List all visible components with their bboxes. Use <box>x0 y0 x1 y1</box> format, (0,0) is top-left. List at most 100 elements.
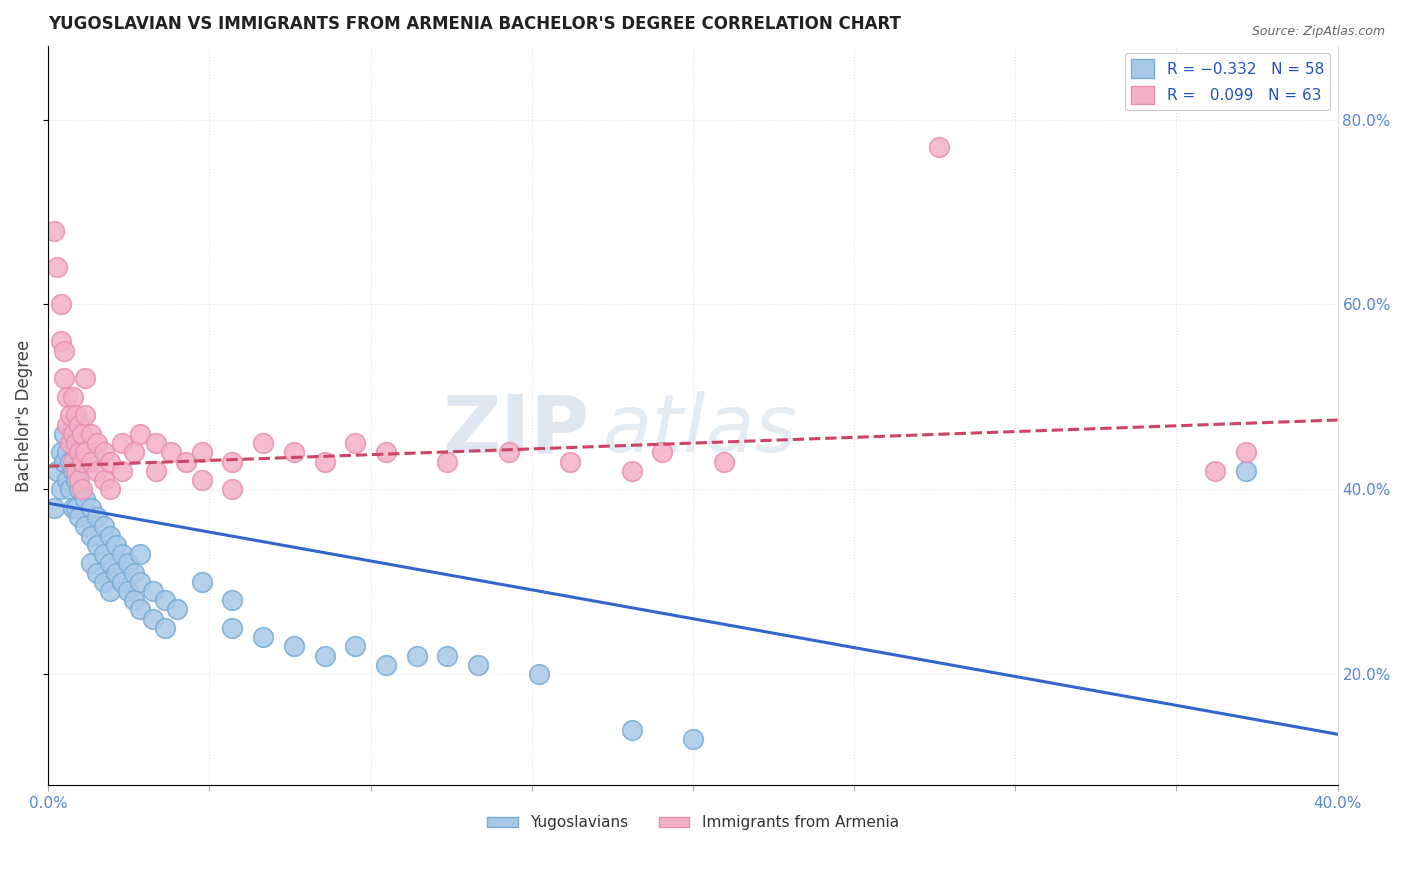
Point <box>375 657 398 672</box>
Point <box>129 602 152 616</box>
Point <box>80 426 103 441</box>
Point <box>375 445 398 459</box>
Point <box>65 500 87 515</box>
Point <box>44 223 66 237</box>
Point <box>129 426 152 441</box>
Point <box>142 612 165 626</box>
Point <box>75 491 97 506</box>
Point <box>713 454 735 468</box>
Text: Source: ZipAtlas.com: Source: ZipAtlas.com <box>1251 25 1385 38</box>
Point <box>153 593 176 607</box>
Point <box>1234 464 1257 478</box>
Point <box>52 426 75 441</box>
Point <box>111 464 134 478</box>
Point <box>52 343 75 358</box>
Point <box>405 648 427 663</box>
Point <box>436 648 458 663</box>
Point <box>221 593 243 607</box>
Point <box>93 445 115 459</box>
Point <box>46 464 69 478</box>
Point <box>52 371 75 385</box>
Point <box>75 519 97 533</box>
Point <box>67 483 90 497</box>
Point <box>314 454 336 468</box>
Point <box>122 566 145 580</box>
Point <box>928 140 950 154</box>
Point <box>111 436 134 450</box>
Point <box>62 426 84 441</box>
Point <box>221 454 243 468</box>
Point <box>314 648 336 663</box>
Point <box>117 556 139 570</box>
Point <box>498 445 520 459</box>
Point <box>44 500 66 515</box>
Point <box>221 621 243 635</box>
Point <box>70 454 93 468</box>
Point <box>49 297 72 311</box>
Point <box>93 547 115 561</box>
Point <box>75 409 97 423</box>
Point <box>93 574 115 589</box>
Point <box>560 454 582 468</box>
Point <box>283 445 305 459</box>
Point <box>49 483 72 497</box>
Point <box>252 630 274 644</box>
Point <box>59 483 82 497</box>
Point <box>62 464 84 478</box>
Point <box>98 483 121 497</box>
Point <box>620 723 643 737</box>
Point <box>160 445 183 459</box>
Point <box>145 436 167 450</box>
Point <box>80 556 103 570</box>
Point <box>86 566 108 580</box>
Point <box>191 445 214 459</box>
Point <box>67 510 90 524</box>
Point <box>55 473 77 487</box>
Point <box>62 390 84 404</box>
Point <box>55 390 77 404</box>
Point <box>59 454 82 468</box>
Point <box>145 464 167 478</box>
Point <box>86 436 108 450</box>
Point <box>191 574 214 589</box>
Text: YUGOSLAVIAN VS IMMIGRANTS FROM ARMENIA BACHELOR'S DEGREE CORRELATION CHART: YUGOSLAVIAN VS IMMIGRANTS FROM ARMENIA B… <box>48 15 901 33</box>
Point <box>67 473 90 487</box>
Point <box>467 657 489 672</box>
Point <box>104 538 127 552</box>
Text: atlas: atlas <box>603 392 797 469</box>
Point <box>436 454 458 468</box>
Point <box>529 667 551 681</box>
Point <box>70 426 93 441</box>
Point <box>49 334 72 349</box>
Point <box>65 436 87 450</box>
Point <box>620 464 643 478</box>
Point <box>344 640 367 654</box>
Point <box>62 454 84 468</box>
Point <box>98 454 121 468</box>
Point <box>93 473 115 487</box>
Point <box>117 584 139 599</box>
Point <box>86 538 108 552</box>
Point <box>98 556 121 570</box>
Point <box>75 445 97 459</box>
Point <box>70 483 93 497</box>
Point <box>129 574 152 589</box>
Y-axis label: Bachelor's Degree: Bachelor's Degree <box>15 339 32 491</box>
Point <box>344 436 367 450</box>
Point <box>191 473 214 487</box>
Point <box>65 473 87 487</box>
Point <box>80 454 103 468</box>
Point <box>111 547 134 561</box>
Point <box>221 483 243 497</box>
Point <box>55 417 77 432</box>
Point <box>67 445 90 459</box>
Point <box>65 464 87 478</box>
Point <box>55 445 77 459</box>
Point <box>98 584 121 599</box>
Point <box>1234 445 1257 459</box>
Point <box>65 409 87 423</box>
Point <box>93 519 115 533</box>
Point <box>142 584 165 599</box>
Point <box>67 417 90 432</box>
Point <box>86 510 108 524</box>
